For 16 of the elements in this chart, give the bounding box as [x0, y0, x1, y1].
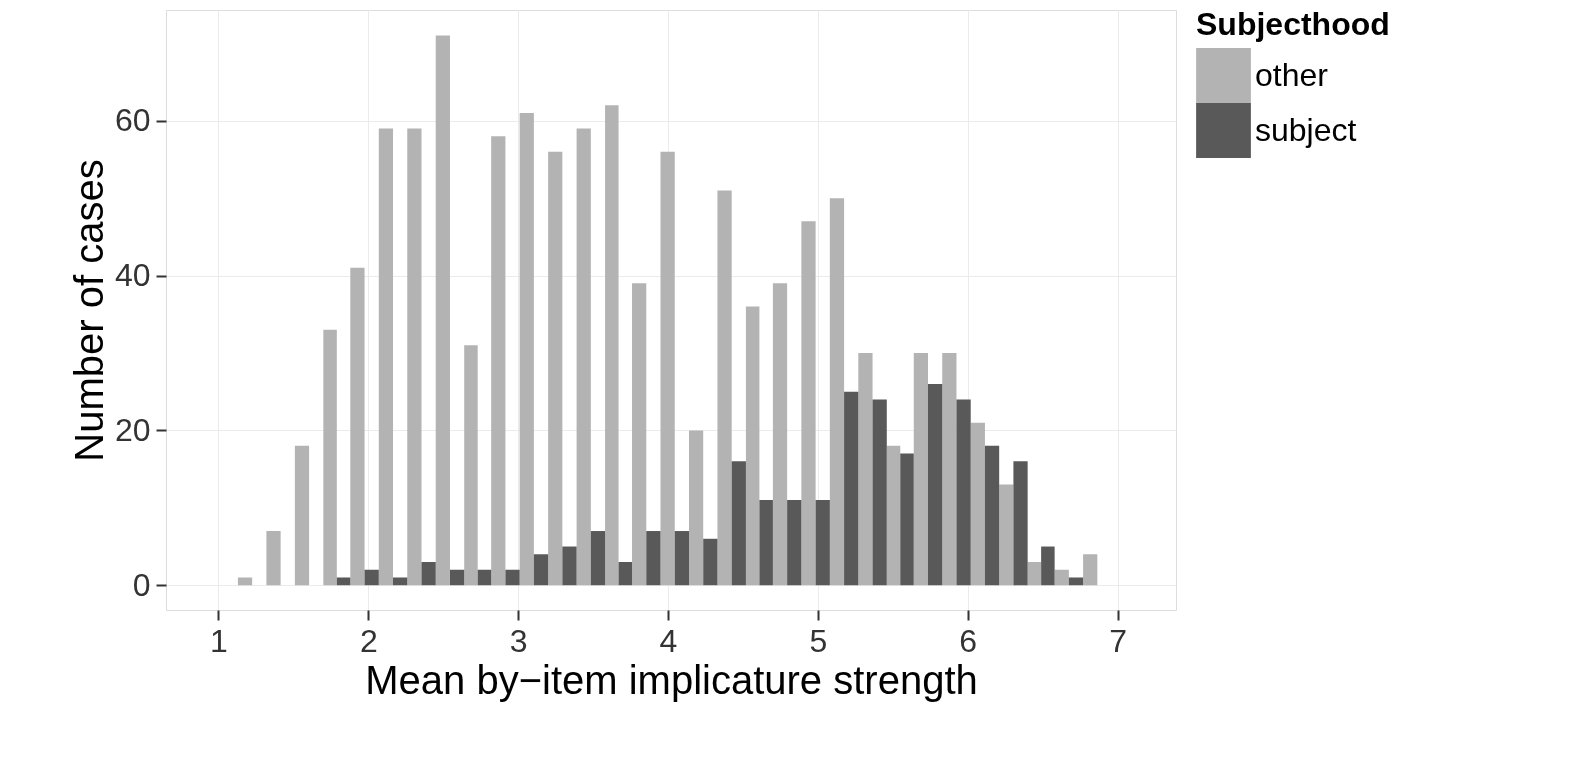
x-tick-label: 6	[959, 622, 978, 659]
x-tick-label: 4	[659, 622, 678, 659]
y-tick-label: 0	[132, 566, 151, 603]
legend-title: Subjecthood	[1196, 6, 1390, 42]
legend-label: subject	[1255, 111, 1357, 148]
x-axis-title: Mean by−item implicature strength	[365, 657, 978, 702]
x-tick-label: 7	[1109, 622, 1127, 659]
y-tick-label: 60	[114, 102, 151, 139]
y-axis-title: Number of cases	[66, 159, 111, 462]
x-tick-label: 2	[359, 622, 378, 659]
x-tick-label: 3	[509, 622, 528, 659]
x-tick-label: 5	[809, 622, 828, 659]
x-tick-label: 1	[210, 622, 228, 659]
y-tick-label: 40	[114, 257, 151, 294]
legend-label: other	[1255, 56, 1329, 93]
y-tick-label: 20	[114, 411, 151, 448]
